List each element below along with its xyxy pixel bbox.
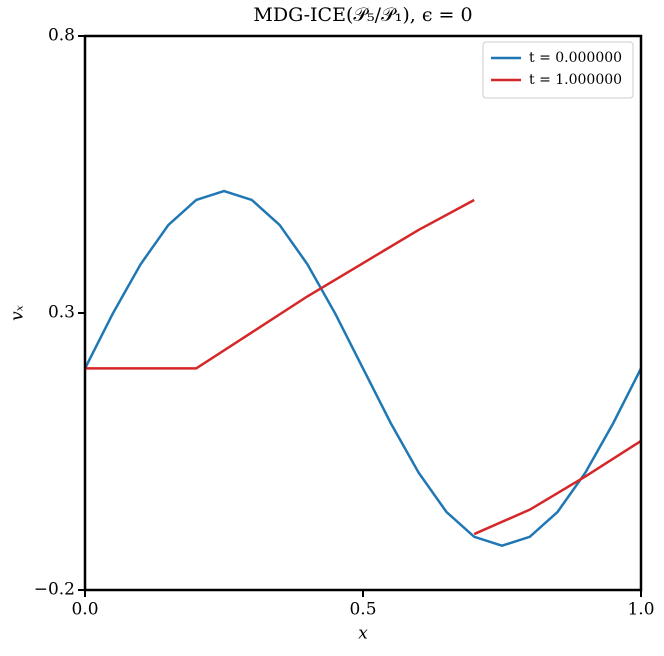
chart-title: MDG-ICE(𝒫₅/𝒫₁), ϵ = 0 bbox=[253, 4, 472, 26]
line-series bbox=[83, 189, 643, 547]
line-series bbox=[85, 198, 642, 536]
x-tick-label: 0.0 bbox=[71, 600, 98, 620]
x-axis-label: x bbox=[358, 624, 368, 644]
legend: t = 0.000000 t = 1.000000 bbox=[482, 41, 634, 99]
legend-label: t = 0.000000 bbox=[529, 50, 622, 66]
legend-label: t = 1.000000 bbox=[529, 72, 622, 88]
y-axis-label: vₓ bbox=[8, 305, 28, 321]
y-tick-label: 0.3 bbox=[48, 303, 75, 323]
y-tick-label: 0.8 bbox=[48, 26, 75, 46]
y-tick-label: −0.2 bbox=[34, 580, 75, 600]
x-tick-label: 1.0 bbox=[627, 600, 654, 620]
plot-frame bbox=[83, 34, 643, 592]
x-tick-label: 0.5 bbox=[349, 600, 376, 620]
legend-box bbox=[482, 41, 634, 99]
